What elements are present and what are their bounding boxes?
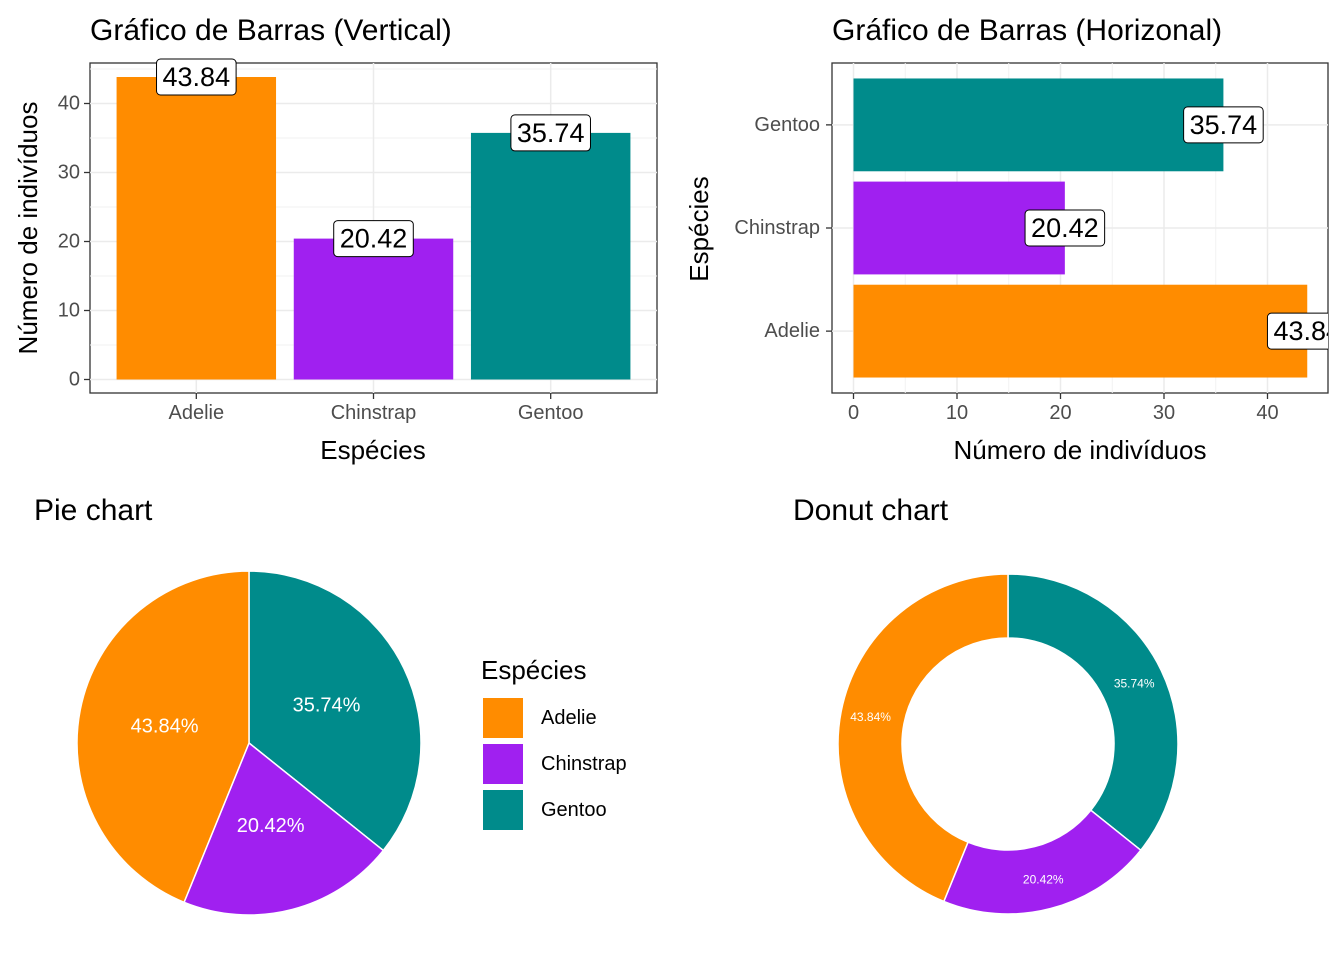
data-label-adelie-box [1266,312,1328,350]
legend-items: Adelie Chinstrap Gentoo [483,698,627,830]
pie-slices [76,570,422,916]
x-tick-label: Adelie [169,402,225,424]
data-label-adelie-text: 43.84 [163,62,231,92]
vertical-bar-chart: Gráfico de Barras (Vertical) 43.84 20.42 3… [13,14,658,465]
legend-key-gentoo [483,790,523,830]
vertical-x-axis-title: Espécies [320,435,426,465]
slice-chinstrap [183,741,385,916]
y-tick-label: 40 [58,93,80,115]
slice-label-gentoo: 35.74% [1114,676,1155,690]
data-label-chinstrap-box [333,220,414,258]
pie-chart: Pie chart 35.74% 20.42% 43.84% Espécies Ad… [34,494,627,916]
slice-label-adelie: 43.84% [131,715,199,737]
y-tick-label: Gentoo [754,114,820,136]
slice-label-gentoo: 35.74% [293,695,361,717]
bar-gentoo [853,78,1224,172]
y-tick-label: 0 [69,369,80,391]
data-label-gentoo-text: 35.74 [1190,110,1258,140]
data-label-gentoo-box [1183,106,1264,144]
horizontal-x-ticks: 0 10 20 30 40 [848,393,1279,424]
vertical-y-axis-title: Número de indivíduos [13,102,43,355]
x-tick-label: 20 [1049,402,1071,424]
vertical-chart-title: Gráfico de Barras (Vertical) [90,14,452,47]
legend-key-chinstrap [483,744,523,784]
horizontal-bar-chart: Gráfico de Barras (Horizonal) 43.84 20.42… [684,14,1341,465]
x-tick-label: Gentoo [518,402,584,424]
donut-chart-title: Donut chart [793,494,949,527]
vertical-data-labels: 43.84 20.42 35.74 [156,58,591,258]
legend-label-gentoo: Gentoo [541,799,607,821]
data-label-chinstrap-text: 20.42 [1031,213,1099,243]
slice-adelie [837,573,1009,903]
pie-chart-title: Pie chart [34,494,153,527]
data-label-chinstrap-box [1024,209,1106,247]
data-label-gentoo: 35.74 [510,114,591,152]
y-tick-label: 10 [58,300,80,322]
x-tick-label: 0 [848,402,859,424]
y-tick-label: Chinstrap [734,217,820,239]
x-tick-label: 40 [1256,402,1278,424]
horizontal-bars [853,78,1308,378]
slice-adelie [76,570,250,904]
data-label-adelie: 43.84 [156,58,237,96]
data-label-chinstrap: 20.42 [333,220,414,258]
horizontal-x-axis-title: Número de indivíduos [954,435,1207,465]
slice-gentoo [248,570,422,852]
slice-chinstrap [942,809,1142,915]
horizontal-y-ticks: Adelie Chinstrap Gentoo [734,114,832,342]
horizontal-data-labels: 43.84 20.42 35.74 [1024,106,1341,350]
legend-label-adelie: Adelie [541,707,597,729]
legend-label-chinstrap: Chinstrap [541,753,627,775]
slice-label-chinstrap: 20.42% [237,815,305,837]
horizontal-chart-title: Gráfico de Barras (Horizonal) [832,14,1222,47]
slice-label-adelie: 43.84% [850,710,891,724]
donut-slices [837,573,1179,915]
slice-label-chinstrap: 20.42% [1023,872,1064,886]
data-label-chinstrap: 20.42 [1024,209,1106,247]
x-tick-label: 10 [946,402,968,424]
legend-title: Espécies [481,655,587,685]
horizontal-y-axis-title: Espécies [684,176,714,282]
data-label-gentoo: 35.74 [1183,106,1264,144]
pie-legend: Espécies Adelie Chinstrap Gentoo [481,655,627,830]
data-label-adelie-text: 43.84 [1273,316,1341,346]
pie-slice-labels: 35.74% 20.42% 43.84% [131,695,361,837]
bar-adelie [116,77,277,380]
bar-chinstrap [293,238,454,380]
data-label-chinstrap-text: 20.42 [340,224,408,254]
vertical-bars [116,77,631,380]
x-tick-label: 30 [1153,402,1175,424]
y-tick-label: Adelie [764,320,820,342]
data-label-gentoo-box [510,114,591,152]
y-tick-label: 20 [58,231,80,253]
bar-adelie [853,284,1308,378]
donut-slice-labels: 35.74% 20.42% 43.84% [850,676,1155,886]
slice-gentoo [1007,573,1179,852]
data-label-adelie-box [156,58,237,96]
legend-key-adelie [483,698,523,738]
data-label-gentoo-text: 35.74 [517,118,585,148]
vertical-y-ticks: 0 10 20 30 40 [58,93,90,391]
donut-chart: Donut chart 35.74% 20.42% 43.84% [793,494,1179,915]
data-label-adelie: 43.84 [1266,312,1341,350]
x-tick-label: Chinstrap [331,402,417,424]
bar-gentoo [470,132,631,380]
y-tick-label: 30 [58,162,80,184]
vertical-x-ticks: Adelie Chinstrap Gentoo [169,393,584,424]
